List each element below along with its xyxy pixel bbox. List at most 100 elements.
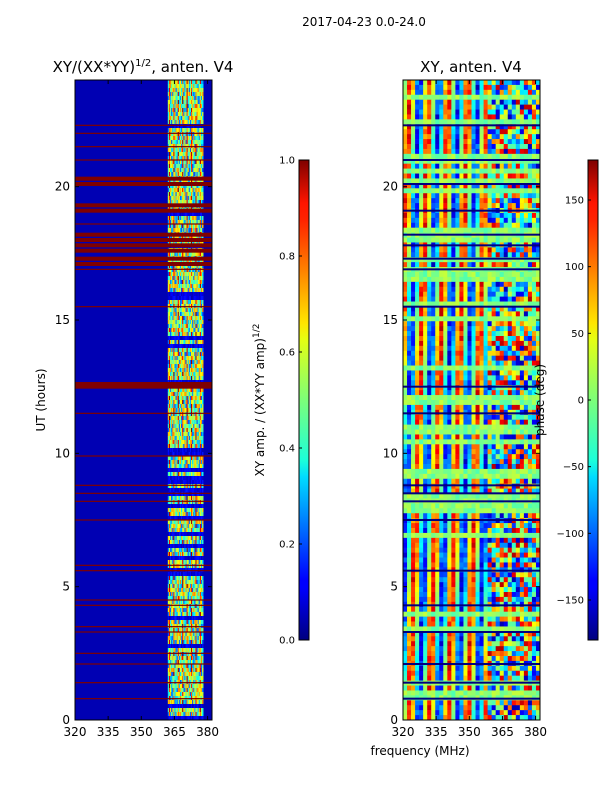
left-heatmap-cell bbox=[196, 684, 198, 689]
left-heatmap-cell bbox=[167, 548, 170, 553]
left-heatmap-cell bbox=[183, 104, 185, 109]
left-heatmap-cell bbox=[173, 508, 175, 513]
left-heatmap-cell bbox=[191, 172, 193, 177]
left-heatmap-cell bbox=[196, 540, 198, 545]
left-heatmap-cell bbox=[171, 432, 173, 437]
left-heatmap-cell bbox=[184, 576, 186, 581]
left-heatmap-cell bbox=[179, 316, 182, 321]
left-heatmap-cell bbox=[195, 320, 197, 325]
left-heatmap-cell bbox=[194, 252, 196, 257]
left-heatmap-cell bbox=[181, 368, 183, 373]
left-heatmap-cell bbox=[193, 360, 195, 365]
left-heatmap-cell bbox=[200, 440, 203, 445]
left-heatmap-cell bbox=[189, 96, 192, 101]
left-heatmap-cell bbox=[200, 640, 203, 645]
left-heatmap-cell bbox=[202, 356, 204, 361]
left-heatmap-cell bbox=[198, 600, 201, 605]
left-heatmap-cell bbox=[170, 348, 172, 353]
left-heatmap-cell bbox=[185, 440, 187, 445]
left-heatmap-cell bbox=[184, 660, 186, 665]
left-heatmap-cell bbox=[184, 548, 186, 553]
left-heatmap-cell bbox=[183, 544, 185, 549]
left-heatmap-cell bbox=[168, 504, 171, 509]
left-heatmap-cell bbox=[188, 668, 191, 673]
left-heatmap-cell bbox=[198, 532, 201, 537]
left-heatmap-cell bbox=[179, 520, 182, 525]
left-heatmap-cell bbox=[181, 128, 183, 133]
left-heatmap-cell bbox=[195, 536, 197, 541]
left-heatmap-cell bbox=[194, 328, 196, 333]
left-heatmap-cell bbox=[172, 288, 174, 293]
left-heatmap-cell bbox=[189, 220, 192, 225]
left-heatmap-cell bbox=[182, 504, 184, 509]
left-heatmap-cell bbox=[183, 536, 185, 541]
left-heatmap-cell bbox=[187, 592, 190, 597]
left-heatmap-cell bbox=[174, 580, 176, 585]
left-heatmap-cell bbox=[200, 340, 203, 345]
left-heatmap-cell bbox=[193, 124, 195, 129]
left-heatmap-cell bbox=[179, 396, 182, 401]
left-heatmap-cell bbox=[171, 608, 173, 613]
left-heatmap-cell bbox=[168, 548, 171, 553]
left-heatmap-cell bbox=[194, 108, 196, 113]
left-heatmap-cell bbox=[175, 196, 177, 201]
left-heatmap-cell bbox=[197, 192, 200, 197]
left-heatmap-cell bbox=[172, 368, 174, 373]
left-heatmap-cell bbox=[202, 584, 204, 589]
left-heatmap-cell bbox=[198, 464, 201, 469]
left-heatmap-cell bbox=[200, 648, 203, 653]
left-heatmap-cell bbox=[177, 436, 180, 441]
left-heatmap-cell bbox=[171, 80, 173, 85]
left-heatmap-cell bbox=[193, 128, 195, 133]
left-heatmap-cell bbox=[168, 620, 171, 625]
left-heatmap-cell bbox=[187, 372, 190, 377]
left-heatmap-cell bbox=[202, 100, 204, 105]
left-heatmap-cell bbox=[198, 516, 201, 521]
left-heatmap-cell bbox=[176, 188, 179, 193]
left-heatmap-cell bbox=[191, 476, 193, 481]
left-heatmap-cell bbox=[189, 404, 192, 409]
left-heatmap-cell bbox=[183, 224, 185, 229]
left-heatmap-cell bbox=[194, 468, 196, 473]
left-heatmap-cell bbox=[178, 640, 181, 645]
left-heatmap-cell bbox=[195, 636, 197, 641]
left-heatmap-cell bbox=[188, 224, 191, 229]
left-heatmap-cell bbox=[189, 264, 192, 269]
left-heatmap-cell bbox=[185, 224, 187, 229]
left-heatmap-cell bbox=[188, 320, 191, 325]
left-heatmap-cell bbox=[178, 492, 181, 497]
left-heatmap-cell bbox=[178, 128, 181, 133]
left-heatmap-cell bbox=[187, 80, 190, 85]
left-heatmap-cell bbox=[197, 276, 200, 281]
left-heatmap-cell bbox=[177, 364, 180, 369]
left-heatmap-cell bbox=[194, 280, 196, 285]
left-heatmap-cell bbox=[198, 580, 201, 585]
left-heatmap-cell bbox=[198, 396, 201, 401]
left-heatmap-cell bbox=[194, 372, 196, 377]
left-heatmap-cell bbox=[197, 620, 200, 625]
left-heatmap-cell bbox=[200, 452, 203, 457]
left-heatmap-cell bbox=[184, 252, 186, 257]
left-heatmap-cell bbox=[183, 560, 185, 565]
left-heatmap-cell bbox=[176, 644, 179, 649]
left-heatmap-cell bbox=[168, 564, 171, 569]
left-heatmap-cell bbox=[195, 664, 197, 669]
left-heatmap-cell bbox=[179, 548, 182, 553]
left-heatmap-cell bbox=[191, 480, 193, 485]
left-heatmap-cell bbox=[178, 316, 181, 321]
left-heatmap-cell bbox=[177, 388, 180, 393]
left-heatmap-cell bbox=[179, 128, 182, 133]
left-heatmap-cell bbox=[191, 412, 193, 417]
left-heatmap-cell bbox=[176, 668, 179, 673]
left-heatmap-cell bbox=[171, 120, 173, 125]
left-heatmap-cell bbox=[172, 640, 174, 645]
left-heatmap-cell bbox=[175, 692, 177, 697]
left-heatmap-cell bbox=[183, 484, 185, 489]
left-heatmap-cell bbox=[199, 376, 202, 381]
left-heatmap-cell bbox=[202, 296, 204, 301]
left-heatmap-cell bbox=[186, 400, 188, 405]
left-heatmap-cell bbox=[170, 564, 172, 569]
left-heatmap-cell bbox=[174, 288, 176, 293]
left-heatmap-cell bbox=[191, 388, 193, 393]
left-heatmap-cell bbox=[187, 620, 190, 625]
